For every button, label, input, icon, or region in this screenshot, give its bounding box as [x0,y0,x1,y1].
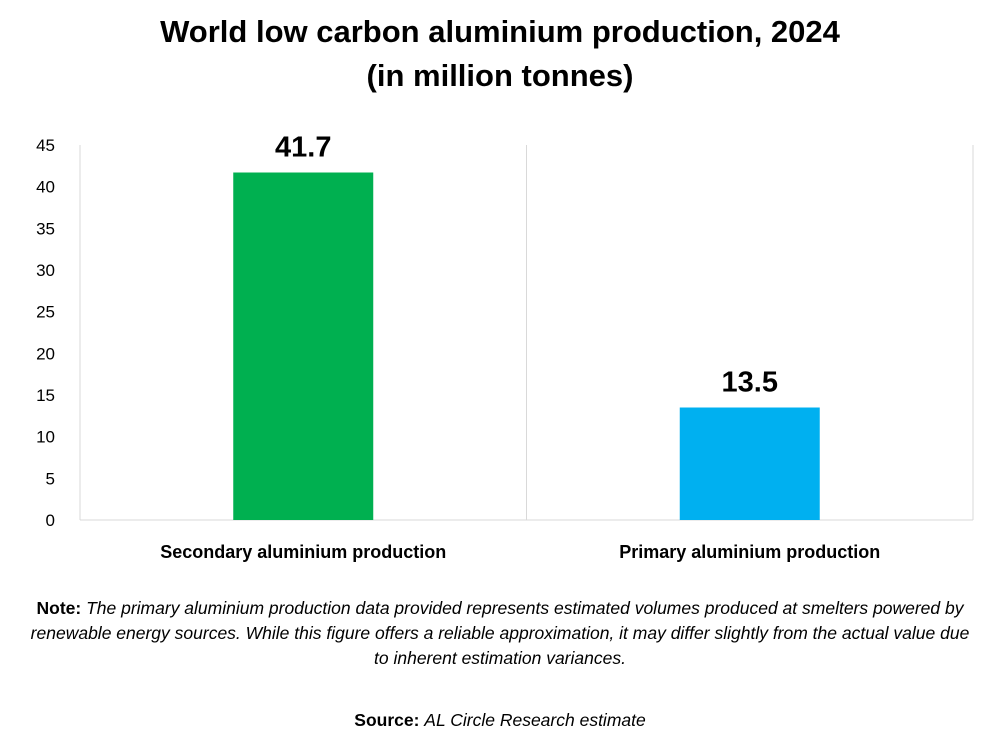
category-label: Primary aluminium production [619,542,880,562]
y-tick-label: 25 [36,303,55,322]
y-tick-label: 40 [36,178,55,197]
bar [679,407,820,520]
bar [233,172,374,520]
y-tick-label: 35 [36,219,55,238]
data-label: 41.7 [275,132,331,164]
y-tick-label: 20 [36,344,55,363]
chart-title-line2: (in million tonnes) [366,58,634,93]
source-body: AL Circle Research estimate [424,710,646,730]
y-tick-label: 30 [36,261,55,280]
category-label: Secondary aluminium production [160,542,446,562]
y-tick-label: 15 [36,386,55,405]
chart-title: World low carbon aluminium production, 2… [0,10,1000,98]
note-text: Note: The primary aluminium production d… [30,596,970,671]
note-lead: Note: [36,598,82,618]
source-text: Source: AL Circle Research estimate [0,708,1000,733]
data-label: 13.5 [722,367,778,399]
y-tick-label: 5 [46,469,55,488]
source-lead: Source: [354,710,420,730]
y-tick-label: 10 [36,428,55,447]
y-tick-label: 0 [46,511,55,530]
note-body: The primary aluminium production data pr… [30,598,970,668]
bar-chart: 0 5 10 15 20 25 30 35 40 45 41.7 Secondary aluminiu… [36,132,974,562]
chart-title-line1: World low carbon aluminium production, 2… [160,14,840,49]
y-tick-label: 45 [36,136,55,155]
